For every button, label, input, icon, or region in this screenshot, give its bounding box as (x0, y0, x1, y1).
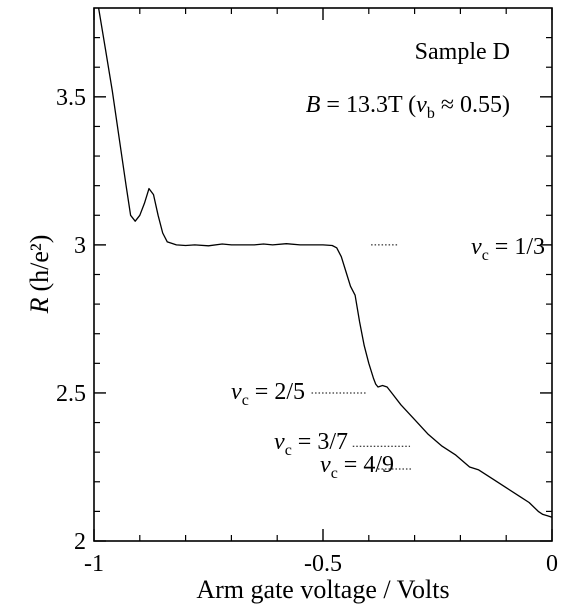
x-tick-label: 0 (546, 551, 558, 577)
level-label-1-3: νc = 1/3 (471, 234, 545, 264)
series-line (97, 7, 553, 518)
y-tick-label: 3 (74, 233, 86, 259)
x-tick-label: -0.5 (304, 551, 342, 577)
field-label: B = 13.3T (νb ≈ 0.55) (306, 92, 510, 122)
level-label-3-7: νc = 3/7 (274, 429, 348, 459)
y-tick-label: 2.5 (56, 381, 86, 407)
ticks (93, 8, 553, 542)
x-tick-label: -1 (84, 551, 104, 577)
series-group (97, 7, 553, 518)
x-axis-title: Arm gate voltage / Volts (196, 575, 449, 604)
tick-labels: 2 2.5 3 3.5 -1 -0.5 0 (56, 85, 558, 577)
y-tick-label: 2 (74, 529, 86, 555)
sample-label: Sample D (415, 39, 510, 65)
level-label-4-9: νc = 4/9 (320, 452, 394, 482)
level-label-2-5: νc = 2/5 (231, 379, 305, 409)
y-axis-title: R(h/e²) (25, 235, 54, 315)
level-lines (311, 244, 413, 470)
y-tick-label: 3.5 (56, 85, 86, 111)
